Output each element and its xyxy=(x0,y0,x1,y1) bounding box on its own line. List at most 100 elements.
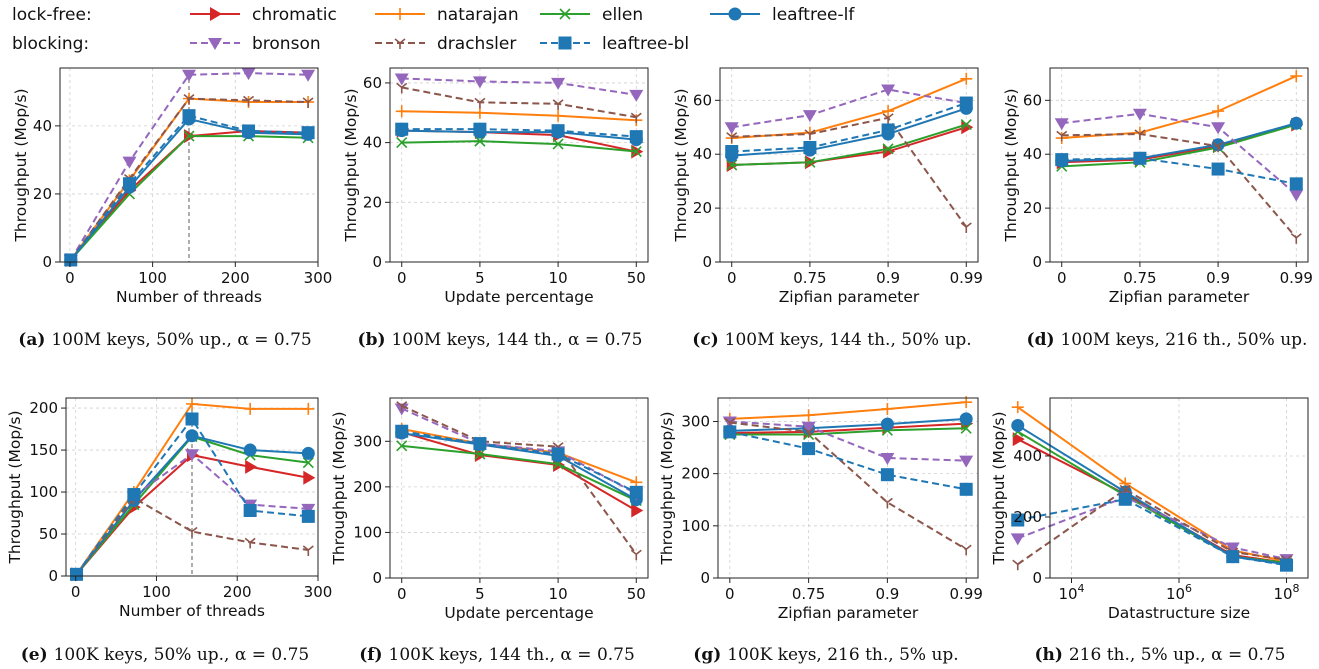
y-tick-label: 400 xyxy=(1013,447,1042,465)
data-point xyxy=(1226,550,1240,564)
series-leaftree-lf xyxy=(1011,418,1293,571)
data-point xyxy=(1289,177,1303,191)
series-line xyxy=(729,427,967,436)
x-tick-label: 100 xyxy=(142,583,171,601)
series-line xyxy=(729,422,967,434)
y-tick-label: 20 xyxy=(363,193,382,211)
data-point xyxy=(1290,233,1302,244)
series-bronson xyxy=(1054,108,1304,202)
data-point xyxy=(241,68,256,81)
data-point xyxy=(395,122,409,136)
y-tick-label: 0 xyxy=(372,253,382,271)
data-point xyxy=(551,124,565,138)
data-point xyxy=(802,442,816,456)
data-point xyxy=(881,84,896,97)
data-point xyxy=(302,545,314,556)
data-point xyxy=(630,112,642,124)
series-line xyxy=(1017,498,1287,567)
axes-frame xyxy=(389,67,649,263)
legend-label: natarajan xyxy=(437,5,519,25)
data-point xyxy=(1280,558,1293,572)
x-tick-label: 0.9 xyxy=(1206,269,1230,287)
data-point xyxy=(959,455,974,468)
data-point xyxy=(302,457,314,469)
data-point xyxy=(552,99,564,110)
series-line xyxy=(1017,406,1287,563)
data-point xyxy=(882,113,894,124)
y-axis-label: Throughput (Mop/s) xyxy=(1002,88,1020,242)
data-point xyxy=(396,440,408,452)
data-point xyxy=(396,82,408,94)
x-tick-label: 0 xyxy=(1057,269,1067,287)
data-point xyxy=(70,567,83,581)
legend-marker-icon xyxy=(210,7,222,21)
series-line xyxy=(1061,112,1297,196)
series-line xyxy=(1061,157,1297,185)
data-point xyxy=(881,123,895,137)
data-point xyxy=(1211,162,1225,176)
series-line xyxy=(731,116,968,228)
data-point xyxy=(882,105,895,118)
data-point xyxy=(959,412,973,426)
data-point xyxy=(1055,153,1069,167)
data-point xyxy=(630,146,642,158)
x-tick-label: 104 xyxy=(1058,582,1084,603)
data-point xyxy=(960,422,972,434)
data-point xyxy=(880,468,894,482)
x-axis-label: Number of threads xyxy=(116,288,262,306)
y-tick-label: 0 xyxy=(48,567,58,585)
x-axis-label: Update percentage xyxy=(444,288,593,306)
x-axis-label: Zipfian parameter xyxy=(1109,288,1250,306)
y-axis-label: Throughput (Mop/s) xyxy=(658,411,676,565)
legend-entry: leaftree-lf xyxy=(710,5,855,25)
data-point xyxy=(803,140,817,154)
data-point xyxy=(127,488,141,502)
series-leaftree-bl xyxy=(725,96,973,159)
x-tick-label: 0.99 xyxy=(950,269,983,287)
y-axis-label: Throughput (Mop/s) xyxy=(12,88,30,242)
y-axis-label: Throughput (Mop/s) xyxy=(990,411,1008,565)
data-point xyxy=(243,95,255,107)
series-line xyxy=(69,117,309,261)
data-point xyxy=(960,72,973,85)
data-point xyxy=(185,449,199,462)
x-tick-label: 200 xyxy=(221,269,250,287)
series-line xyxy=(401,77,637,96)
x-tick-label: 0.75 xyxy=(793,269,826,287)
x-tick-label: 200 xyxy=(223,583,252,601)
data-point xyxy=(396,401,408,412)
y-tick-label: 60 xyxy=(363,74,382,92)
data-point xyxy=(64,253,78,267)
series-line xyxy=(1061,75,1297,140)
series-line xyxy=(731,102,967,153)
data-point xyxy=(301,503,316,516)
grid xyxy=(1050,398,1308,579)
legend: lock-free: chromatic natarajan ellen leaftre… xyxy=(12,5,855,54)
series-ellen xyxy=(726,119,972,171)
data-point xyxy=(552,138,564,150)
data-point xyxy=(1290,70,1303,83)
x-tick-label: 0 xyxy=(397,585,407,603)
data-point xyxy=(472,76,487,89)
data-point xyxy=(122,177,136,191)
axes-frame xyxy=(719,67,979,263)
series-chromatic xyxy=(1056,117,1304,170)
data-point xyxy=(302,402,315,415)
data-point xyxy=(243,443,257,457)
data-point xyxy=(724,122,739,135)
data-point xyxy=(802,110,817,123)
chart-panel-b: 0 5 10 50 0 20 40 60 Update percentage Throughput… xyxy=(342,67,649,350)
y-tick-label: 0 xyxy=(42,253,52,271)
data-point xyxy=(1289,189,1304,202)
series-leaftree-bl xyxy=(64,109,315,267)
legend-marker-icon xyxy=(559,8,571,20)
series-line xyxy=(729,421,967,551)
legend-entry: ellen xyxy=(540,5,643,25)
data-point xyxy=(1011,418,1025,432)
panel-caption: (f) 100K keys, 144 th., α = 0.75 xyxy=(359,645,635,665)
data-point xyxy=(726,132,738,143)
x-tick-label: 50 xyxy=(627,585,646,603)
y-tick-label: 200 xyxy=(681,465,710,483)
legend-entry: natarajan xyxy=(375,5,519,25)
